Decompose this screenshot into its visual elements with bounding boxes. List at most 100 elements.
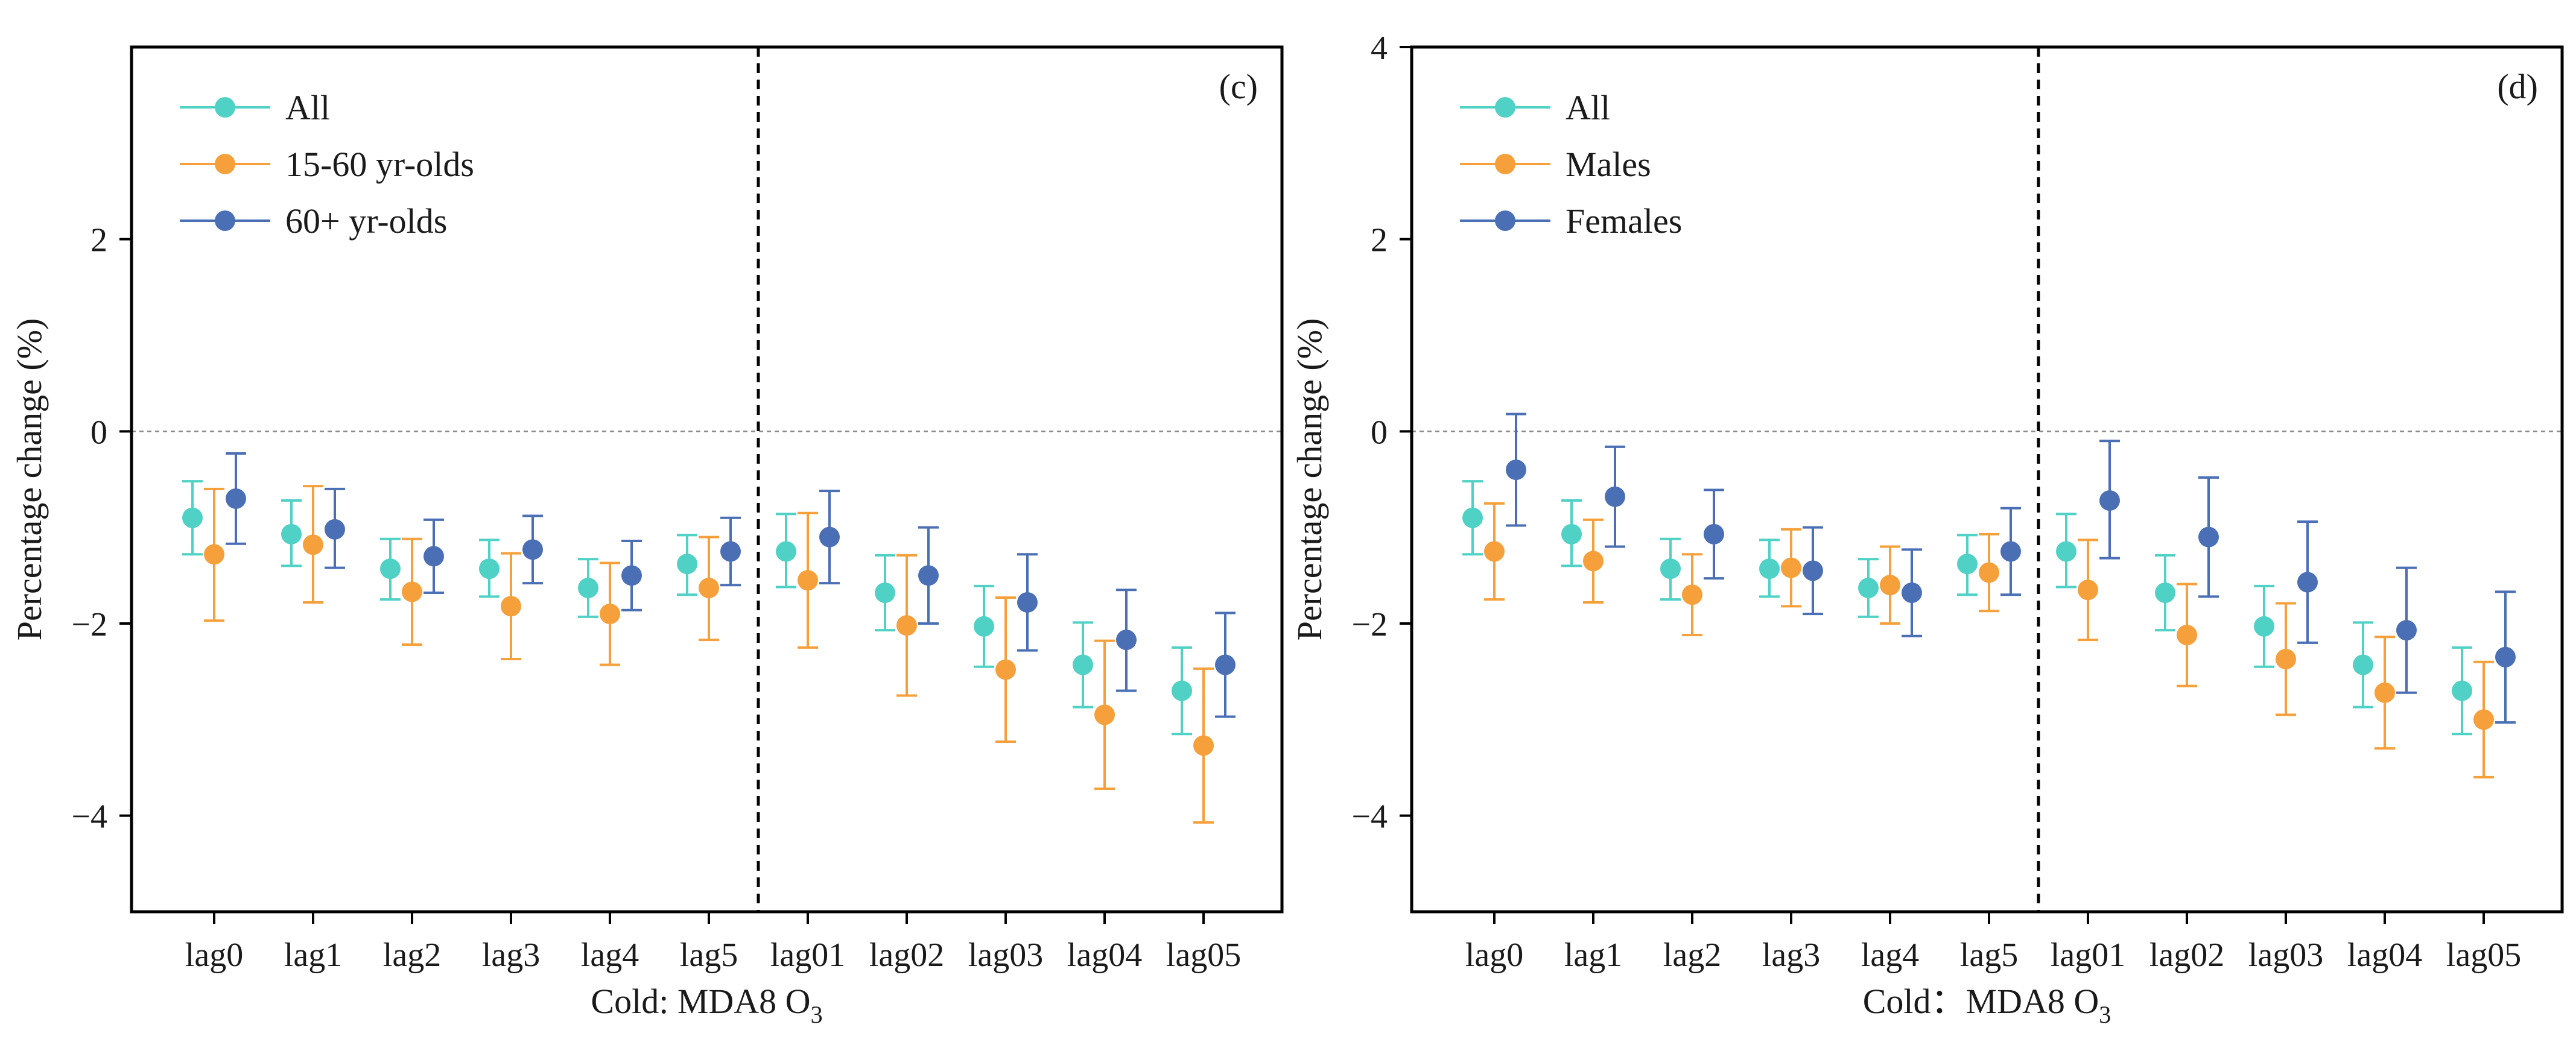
x-tick-label: lag1 bbox=[1564, 936, 1622, 974]
data-point bbox=[1682, 584, 1702, 605]
x-tick-label: lag1 bbox=[284, 936, 342, 974]
data-point bbox=[1561, 523, 1582, 545]
x-tick-label: lag3 bbox=[482, 936, 540, 974]
data-point bbox=[2000, 541, 2021, 562]
x-tick-label: lag3 bbox=[1762, 936, 1820, 974]
data-point bbox=[1172, 680, 1192, 701]
data-point bbox=[226, 488, 246, 509]
data-point bbox=[875, 583, 895, 604]
legend-label: 60+ yr-olds bbox=[285, 201, 447, 241]
x-axis-title-text: Cold：MDA8 O bbox=[1863, 982, 2099, 1021]
panel-label: (d) bbox=[2497, 67, 2538, 106]
data-point bbox=[1484, 541, 1505, 562]
x-tick-label: lag02 bbox=[869, 936, 944, 974]
data-point bbox=[1704, 523, 1724, 545]
x-tick-label: lag03 bbox=[2248, 936, 2323, 974]
legend-label: All bbox=[285, 88, 330, 127]
data-point bbox=[303, 534, 323, 555]
data-point bbox=[1781, 557, 1801, 578]
data-point bbox=[2473, 709, 2494, 730]
data-point bbox=[600, 604, 620, 625]
y-tick-label: −2 bbox=[71, 606, 107, 643]
data-point bbox=[1660, 558, 1681, 579]
y-tick-label: 2 bbox=[1371, 222, 1388, 259]
x-tick-label: lag03 bbox=[968, 936, 1043, 974]
data-point bbox=[1462, 507, 1483, 528]
x-tick-label: lag0 bbox=[185, 936, 243, 974]
data-point bbox=[402, 581, 422, 602]
y-tick-label: −4 bbox=[1351, 798, 1388, 836]
data-point bbox=[380, 558, 401, 579]
data-point bbox=[578, 578, 598, 599]
y-axis-title: Percentage change (%) bbox=[10, 318, 49, 641]
panel-c: −4 −2 0 2 lag0 lag1 lag2 lag3 lag4 lag5 lag01 lag02… bbox=[10, 45, 1284, 1028]
data-point bbox=[720, 541, 741, 562]
data-point bbox=[2099, 490, 2120, 511]
data-point bbox=[677, 554, 697, 575]
legend-marker bbox=[1495, 97, 1515, 118]
legend-marker bbox=[215, 97, 235, 118]
y-tick-label: −4 bbox=[71, 798, 107, 836]
data-point bbox=[1803, 560, 1823, 581]
legend-label: All bbox=[1566, 88, 1610, 127]
data-point bbox=[1583, 551, 1604, 572]
data-point bbox=[1858, 578, 1879, 599]
data-point bbox=[281, 523, 302, 545]
data-point bbox=[2375, 682, 2395, 703]
data-point bbox=[501, 596, 521, 617]
x-tick-label: lag4 bbox=[1861, 936, 1919, 974]
data-point bbox=[1880, 575, 1900, 596]
data-point bbox=[699, 578, 719, 599]
x-axis-title-subscript: 3 bbox=[811, 1001, 823, 1028]
data-point bbox=[424, 546, 444, 567]
x-tick-label: lag5 bbox=[1960, 936, 2018, 974]
data-point bbox=[2353, 654, 2373, 675]
x-tick-label: lag04 bbox=[1067, 936, 1142, 974]
panel-d: −4 −2 0 2 4 lag0 lag1 lag2 lag3 lag4 lag5 lag01 lag0… bbox=[1290, 30, 2564, 1028]
x-tick-label: lag04 bbox=[2347, 936, 2422, 974]
y-tick-label: −2 bbox=[1351, 606, 1388, 643]
data-point bbox=[1506, 459, 1526, 481]
x-tick-label: lag5 bbox=[680, 936, 738, 974]
data-point bbox=[798, 570, 818, 591]
data-point bbox=[1116, 630, 1137, 651]
panel-label: (c) bbox=[1219, 67, 1258, 106]
legend-marker bbox=[1495, 210, 1515, 231]
data-point bbox=[2078, 579, 2098, 601]
data-point bbox=[479, 558, 500, 579]
legend-label: Females bbox=[1566, 201, 1682, 241]
data-point bbox=[2177, 625, 2197, 646]
data-point bbox=[2198, 526, 2219, 548]
data-point bbox=[974, 616, 994, 637]
data-point bbox=[776, 541, 796, 562]
data-point bbox=[2056, 541, 2076, 562]
y-tick-label: 4 bbox=[1371, 30, 1388, 67]
data-point bbox=[1605, 486, 1625, 507]
data-point bbox=[896, 615, 917, 636]
legend-marker bbox=[215, 154, 235, 174]
data-point bbox=[204, 544, 224, 565]
legend-marker bbox=[1495, 154, 1515, 174]
plot-frame bbox=[1410, 45, 2564, 914]
y-tick-label: 0 bbox=[1371, 414, 1388, 451]
data-point bbox=[1017, 592, 1038, 613]
x-tick-label: lag02 bbox=[2149, 936, 2224, 974]
plot-frame bbox=[130, 45, 1284, 914]
x-tick-label: lag0 bbox=[1465, 936, 1523, 974]
y-tick-label: 0 bbox=[90, 414, 107, 451]
data-point bbox=[1193, 735, 1214, 756]
y-axis-title: Percentage change (%) bbox=[1290, 318, 1329, 641]
y-tick-label: 2 bbox=[90, 222, 107, 259]
data-point bbox=[2155, 583, 2175, 604]
x-tick-label: lag2 bbox=[1663, 936, 1721, 974]
data-point bbox=[2452, 680, 2472, 701]
legend-label: Males bbox=[1566, 145, 1651, 184]
x-axis-title-text: Cold: MDA8 O bbox=[591, 982, 810, 1021]
data-point bbox=[2495, 646, 2516, 668]
x-tick-label: lag4 bbox=[581, 936, 639, 974]
data-point bbox=[182, 507, 203, 528]
x-axis-title-subscript: 3 bbox=[2099, 1001, 2111, 1028]
data-point bbox=[918, 565, 939, 586]
x-axis-title: Cold：MDA8 O3 bbox=[1863, 982, 2111, 1028]
